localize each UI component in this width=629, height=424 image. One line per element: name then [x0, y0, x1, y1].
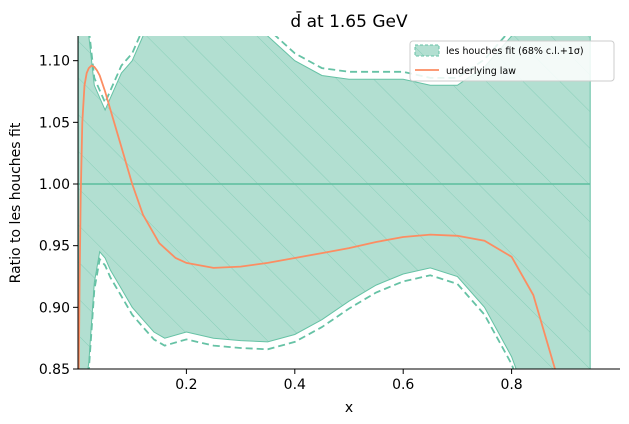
- chart-title: d̄ at 1.65 GeV: [290, 10, 408, 32]
- y-tick-label: 1.00: [39, 177, 70, 193]
- y-ticks: 0.85 0.90 0.95 1.00 1.05 1.10: [39, 54, 78, 378]
- y-tick-label: 0.90: [39, 300, 70, 316]
- band-hatch: [78, 36, 591, 369]
- y-tick-label: 0.85: [39, 362, 70, 378]
- x-ticks: 0.2 0.4 0.6 0.8: [175, 369, 523, 393]
- underlying-law-line: [78, 64, 556, 369]
- y-tick-label: 1.10: [39, 54, 70, 70]
- x-tick-label: 0.8: [500, 377, 522, 393]
- legend: les houches fit (68% c.l.+1σ) underlying…: [409, 40, 615, 82]
- legend-band-label: les houches fit (68% c.l.+1σ): [446, 46, 584, 57]
- x-axis-label: x: [345, 400, 353, 416]
- x-tick-label: 0.2: [175, 377, 197, 393]
- band-lower-edge: [87, 257, 515, 369]
- plot-area: [78, 36, 591, 369]
- y-axis-label: Ratio to les houches fit: [8, 122, 24, 283]
- y-tick-label: 1.05: [39, 115, 70, 131]
- x-tick-label: 0.6: [392, 377, 414, 393]
- x-tick-label: 0.4: [284, 377, 306, 393]
- legend-frame: [409, 40, 615, 82]
- y-tick-label: 0.95: [39, 239, 70, 255]
- legend-law-label: underlying law: [446, 66, 516, 77]
- legend-band-swatch-hatch: [415, 45, 439, 56]
